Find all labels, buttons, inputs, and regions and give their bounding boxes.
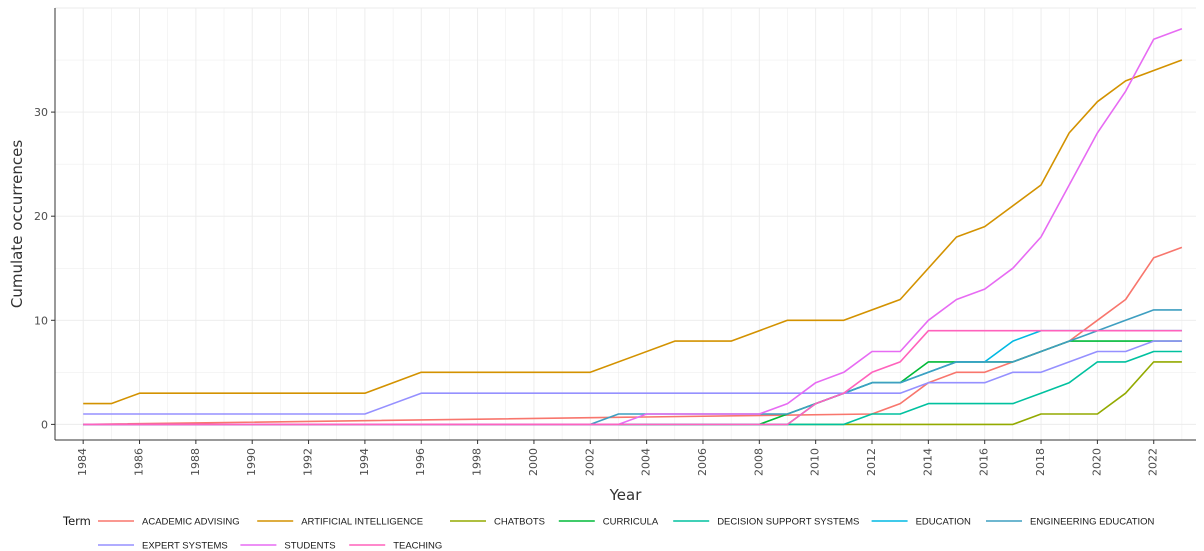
- legend-label-decision-support-systems: DECISION SUPPORT SYSTEMS: [717, 517, 859, 528]
- legend-label-teaching: TEACHING: [393, 541, 442, 551]
- legend-label-education: EDUCATION: [916, 517, 971, 528]
- series-line-teaching: [83, 329, 1182, 426]
- y-axis-title: Cumulate occurrences: [8, 140, 26, 308]
- x-tick-label: 2014: [921, 448, 934, 476]
- series-lines: [83, 28, 1183, 426]
- series-line-expert-systems: [83, 340, 1182, 415]
- x-tick-label: 1996: [414, 448, 427, 476]
- y-tick-label: 0: [41, 418, 48, 431]
- x-tick-label: 2018: [1034, 448, 1047, 476]
- legend-title: Term: [62, 514, 91, 528]
- legend-label-engineering-education: ENGINEERING EDUCATION: [1030, 517, 1155, 528]
- x-tick-label: 1986: [133, 448, 146, 476]
- legend-label-students: STUDENTS: [284, 541, 335, 551]
- x-tick-label: 2010: [809, 448, 822, 476]
- x-tick-label: 2006: [696, 448, 709, 476]
- legend-label-curricula: CURRICULA: [603, 517, 659, 528]
- x-tick-label: 1984: [76, 448, 89, 476]
- series-line-education: [83, 329, 1182, 426]
- x-tick-label: 1994: [358, 448, 371, 476]
- grid: [54, 7, 1196, 440]
- x-tick-label: 2008: [752, 448, 765, 476]
- x-tick-label: 2012: [865, 448, 878, 476]
- y-tick-label: 30: [34, 106, 48, 119]
- series-line-artificial-intelligence: [83, 59, 1183, 405]
- legend: Term ACADEMIC ADVISING ARTIFICIAL INTELLI…: [62, 514, 1155, 551]
- x-axis-ticks: 1984 1986 1988 1990 1992 1994 1996 1998 2000 2002…: [76, 440, 1160, 476]
- legend-label-expert-systems: EXPERT SYSTEMS: [142, 541, 228, 551]
- x-tick-label: 1992: [302, 448, 315, 476]
- x-tick-label: 2002: [583, 448, 596, 476]
- legend-label-chatbots: CHATBOTS: [494, 517, 545, 528]
- legend-label-academic-advising: ACADEMIC ADVISING: [142, 517, 240, 528]
- y-tick-label: 10: [34, 314, 48, 327]
- series-line-chatbots: [83, 361, 1182, 426]
- legend-label-artificial-intelligence: ARTIFICIAL INTELLIGENCE: [301, 517, 423, 528]
- x-tick-label: 1990: [245, 448, 258, 476]
- x-tick-label: 2020: [1090, 448, 1103, 476]
- x-tick-label: 1998: [471, 448, 484, 476]
- x-axis-title: Year: [609, 486, 643, 504]
- x-tick-label: 2004: [640, 448, 653, 476]
- series-line-engineering-education: [83, 309, 1182, 426]
- series-line-students: [83, 28, 1183, 426]
- series-line-curricula: [83, 340, 1182, 426]
- x-tick-label: 2000: [527, 448, 540, 476]
- x-tick-label: 2022: [1147, 448, 1160, 476]
- x-tick-label: 2016: [978, 448, 991, 476]
- x-tick-label: 1988: [189, 448, 202, 476]
- series-line-decision-support-systems: [83, 350, 1182, 426]
- series-line-academic-advising: [83, 246, 1183, 426]
- y-axis-ticks: 0 10 20 30: [34, 106, 55, 431]
- y-tick-label: 20: [34, 210, 48, 223]
